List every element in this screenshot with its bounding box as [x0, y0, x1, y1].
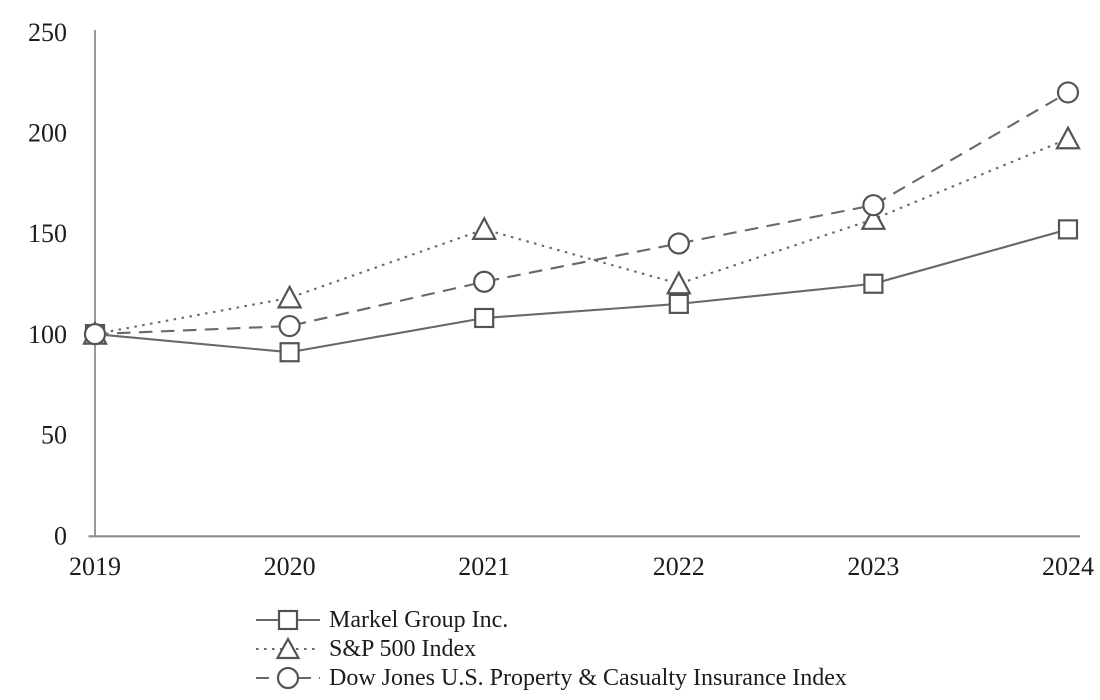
x-tick-label: 2023: [847, 552, 899, 581]
y-tick-label: 200: [28, 119, 67, 148]
x-tick-label: 2021: [458, 552, 510, 581]
data-point-circle: [83, 323, 107, 346]
data-point-circle: [1056, 81, 1080, 104]
legend-item-dow-jones-pc: Dow Jones U.S. Property & Casualty Insur…: [256, 663, 847, 692]
y-tick-label: 250: [28, 18, 67, 47]
series-line-circle: [94, 91, 1069, 336]
data-point-square: [279, 342, 300, 363]
data-point-square: [474, 307, 495, 329]
y-tick-label: 100: [28, 320, 67, 349]
y-tick-label: 150: [28, 219, 67, 248]
x-tick-label: 2019: [69, 552, 121, 581]
x-tick-label: 2024: [1042, 552, 1094, 581]
circle-dashed-line-icon: [256, 666, 320, 689]
legend-item-markel-group: Markel Group Inc.: [256, 605, 847, 634]
x-tick-label: 2022: [653, 552, 705, 581]
data-point-square: [863, 273, 884, 294]
data-point-triangle: [665, 270, 692, 295]
data-point-square: [668, 293, 689, 314]
legend-label-dow-jones-pc: Dow Jones U.S. Property & Casualty Insur…: [329, 664, 847, 691]
data-point-circle: [473, 270, 496, 293]
series-line-square: [94, 228, 1069, 354]
series-line-triangle: [94, 137, 1069, 336]
data-point-triangle: [1055, 125, 1081, 150]
x-tick-label: 2020: [264, 552, 316, 581]
data-point-circle: [667, 232, 690, 255]
data-point-circle: [862, 194, 885, 217]
line-chart-canvas: 0 50 100 150 200 250 2019 2020 2021 2022 2023 2024: [28, 18, 1094, 581]
square-solid-line-icon: [256, 609, 320, 630]
chart-legend: Markel Group Inc. S&P 500 Index Dow Jone…: [256, 605, 847, 692]
y-tick-label: 50: [41, 421, 67, 450]
y-tick-label: 0: [54, 521, 67, 550]
data-point-triangle: [471, 216, 498, 240]
data-point-triangle: [276, 284, 303, 309]
legend-item-sp500: S&P 500 Index: [256, 634, 847, 663]
legend-label-sp500: S&P 500 Index: [329, 635, 477, 662]
data-point-square: [1057, 219, 1079, 240]
legend-label-markel-group: Markel Group Inc.: [329, 606, 509, 633]
data-point-circle: [278, 314, 301, 338]
triangle-dotted-line-icon: [256, 636, 320, 659]
data-point-triangle: [860, 205, 887, 230]
